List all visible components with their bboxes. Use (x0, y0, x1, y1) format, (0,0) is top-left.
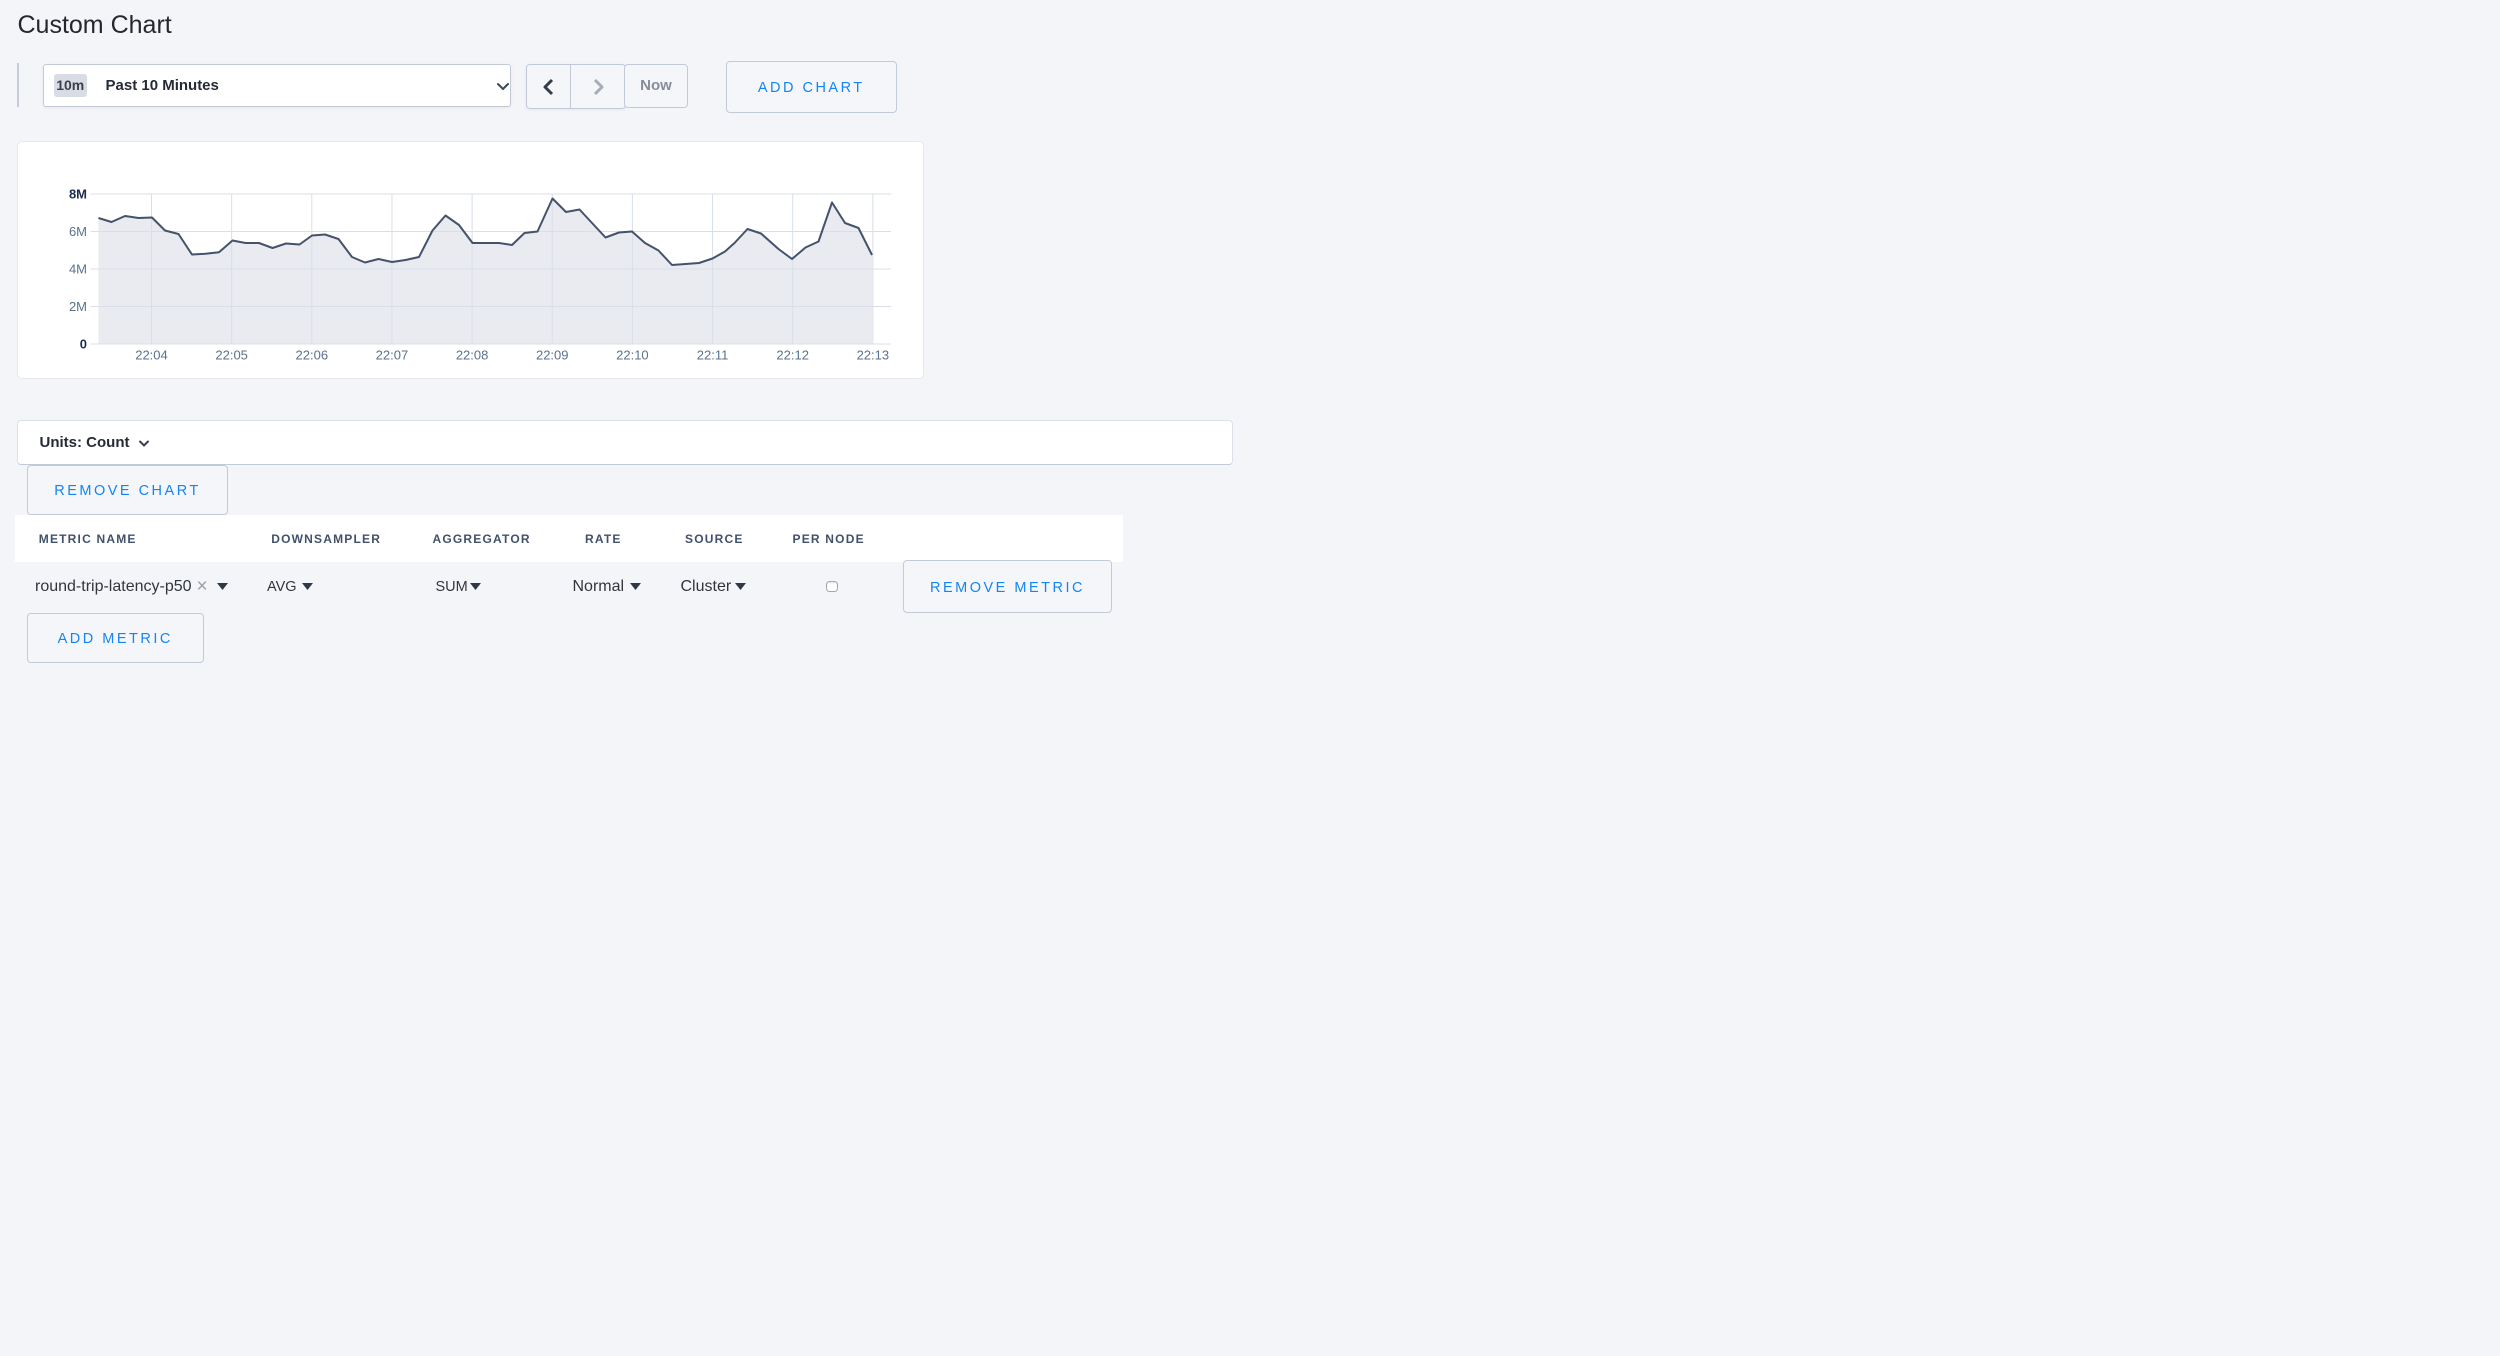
svg-text:22:11: 22:11 (697, 347, 729, 362)
svg-text:22:09: 22:09 (536, 347, 569, 362)
svg-text:8M: 8M (69, 186, 87, 201)
svg-text:22:08: 22:08 (456, 347, 489, 362)
svg-text:22:12: 22:12 (776, 347, 809, 362)
svg-text:22:06: 22:06 (296, 347, 329, 362)
svg-text:4M: 4M (69, 261, 87, 276)
svg-text:2M: 2M (69, 299, 87, 314)
svg-text:0: 0 (80, 336, 87, 351)
svg-text:6M: 6M (69, 224, 87, 239)
svg-text:22:07: 22:07 (376, 347, 409, 362)
svg-text:22:05: 22:05 (215, 347, 248, 362)
svg-text:22:13: 22:13 (857, 347, 890, 362)
svg-text:22:10: 22:10 (616, 347, 649, 362)
svg-text:22:04: 22:04 (135, 347, 168, 362)
